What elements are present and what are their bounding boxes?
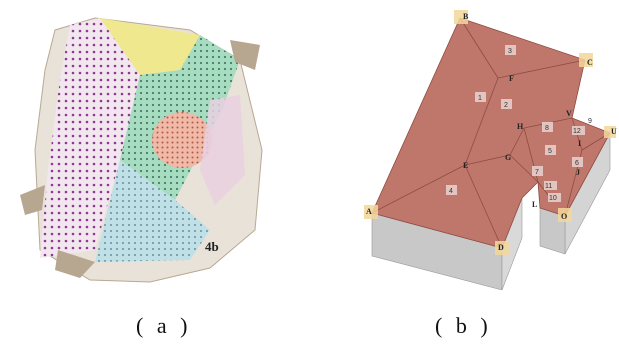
face-label: 5	[548, 148, 552, 155]
point-cloud-label: 4b	[205, 239, 219, 254]
point-label: C	[587, 58, 593, 67]
corner-marker	[364, 205, 378, 219]
point-label: O	[561, 212, 567, 221]
corner-marker	[558, 208, 572, 222]
roof-outline	[371, 17, 611, 249]
point-cloud-svg: 4b	[20, 17, 263, 283]
shadow-blob	[55, 250, 95, 278]
shadow-blob	[230, 40, 260, 70]
shadow-blob	[20, 185, 45, 215]
segment-blue	[95, 160, 210, 262]
corner-marker	[604, 126, 616, 138]
face-label: 4	[449, 188, 453, 195]
point-cloud-figure: 4b	[0, 0, 300, 290]
point-label: I	[578, 139, 581, 148]
face-tags: 3 1 2 4 8 5 12 6 7 11 10 9	[446, 45, 592, 202]
point-label: A	[366, 207, 372, 216]
point-label: E	[463, 161, 468, 170]
point-label: L	[532, 200, 537, 209]
caption-b: ( b )	[435, 313, 492, 338]
point-label: F	[509, 74, 514, 83]
segment-right	[200, 95, 245, 205]
roof-model-figure: 3 1 2 4 8 5 12 6 7 11 10 9 B C A D	[320, 0, 619, 290]
corner-marker	[579, 53, 593, 67]
point-label: D	[498, 243, 504, 252]
point-label: H	[517, 122, 524, 131]
corner-marker	[454, 10, 468, 24]
face-label: 6	[575, 160, 579, 167]
face-label: 1	[478, 95, 482, 102]
face-label: 12	[573, 128, 581, 135]
point-label: V	[566, 109, 572, 118]
point-label: J	[576, 168, 580, 177]
face-label: 3	[508, 48, 512, 55]
face-label: 10	[549, 195, 557, 202]
roof-model-svg: 3 1 2 4 8 5 12 6 7 11 10 9 B C A D	[364, 10, 617, 290]
face-label: 9	[588, 118, 592, 125]
point-label: U	[611, 127, 617, 136]
caption-a: ( a )	[136, 313, 192, 338]
segment-magenta	[40, 18, 140, 258]
point-label: G	[505, 153, 511, 162]
face-label: 7	[535, 169, 539, 176]
corner-marker	[495, 241, 509, 255]
segment-yellow	[100, 18, 200, 75]
segment-red	[152, 112, 212, 168]
point-label: B	[463, 12, 469, 21]
face-label: 8	[545, 125, 549, 132]
face-label: 11	[545, 183, 552, 190]
face-label: 2	[504, 102, 508, 109]
